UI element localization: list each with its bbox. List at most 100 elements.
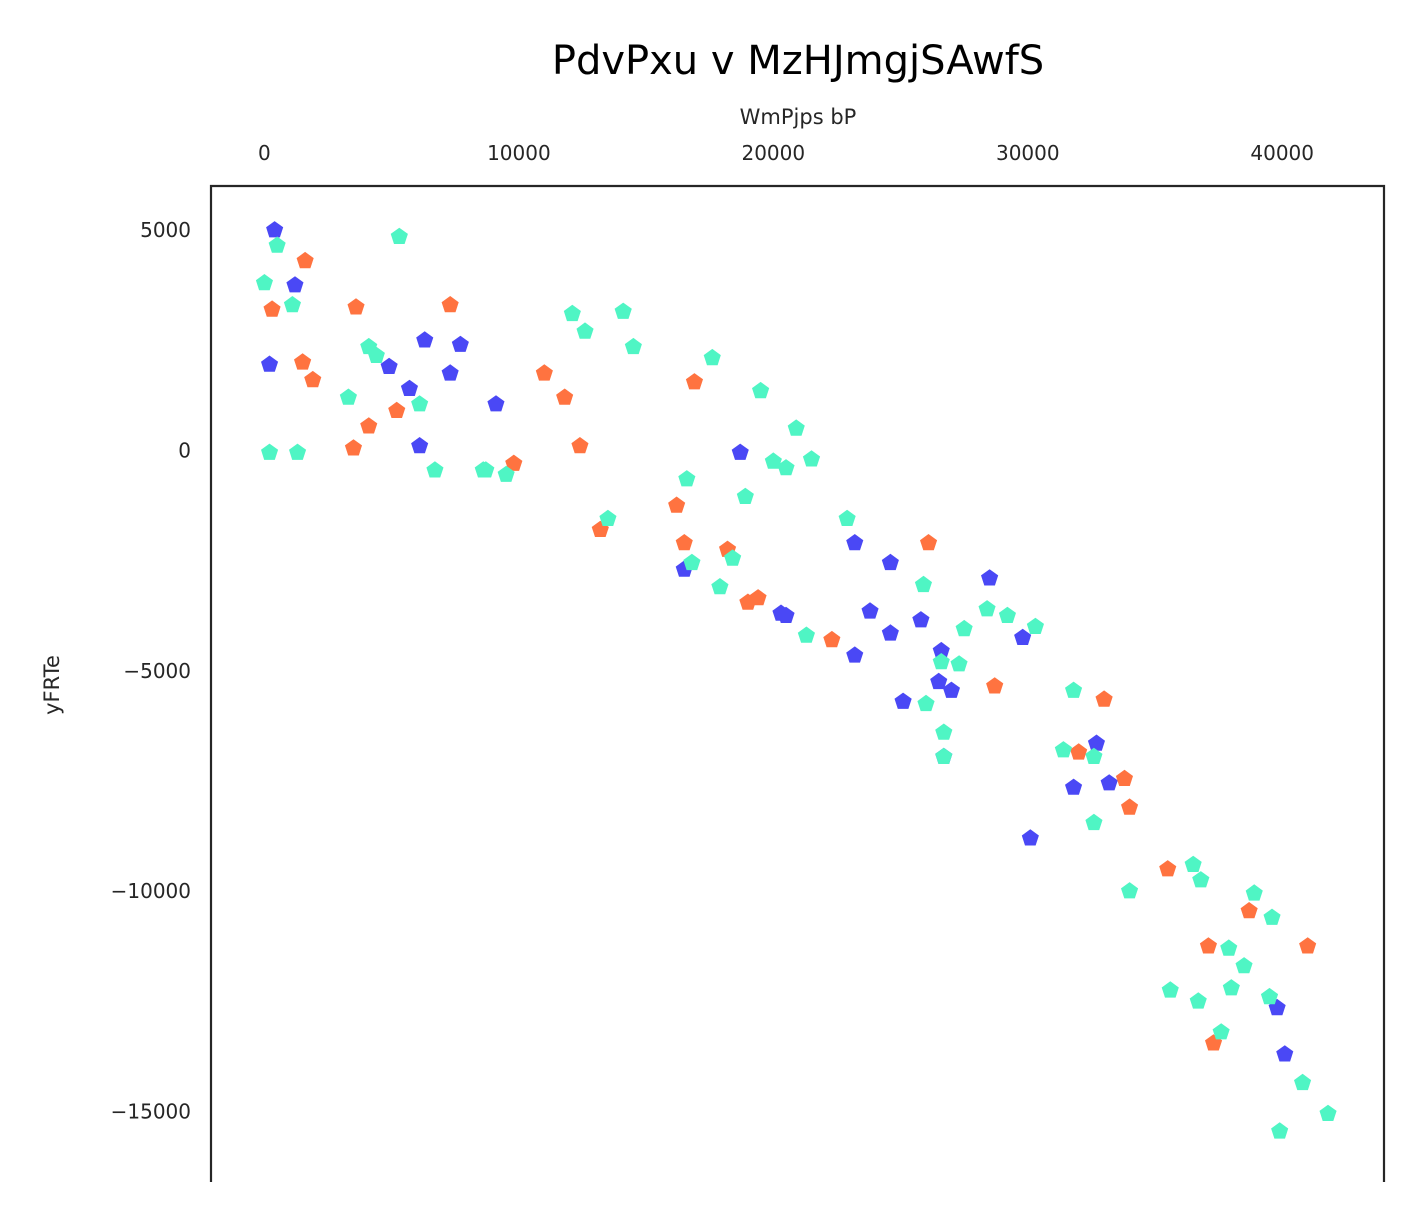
data-point (400, 379, 418, 396)
data-point (441, 296, 459, 313)
data-point (1299, 937, 1317, 954)
data-point (339, 388, 357, 405)
data-point (294, 353, 312, 370)
data-point (614, 302, 632, 319)
data-point (1245, 884, 1263, 901)
data-point (1095, 690, 1113, 707)
data-point (360, 417, 378, 434)
data-point (624, 337, 642, 355)
data-point (390, 227, 408, 244)
x-tick-label: 40000 (1250, 141, 1314, 165)
data-point (505, 454, 523, 471)
data-point (678, 470, 696, 487)
data-point (861, 602, 879, 619)
data-point (263, 300, 281, 317)
data-point (942, 681, 960, 698)
data-point (1212, 1023, 1230, 1040)
y-tick-label: −5000 (123, 659, 191, 683)
data-point (724, 549, 742, 566)
data-point (950, 655, 968, 672)
chart-title: PdvPxu v MzHJmgjSAwfS (552, 38, 1044, 84)
series-3 (255, 227, 1337, 1139)
data-point (752, 381, 770, 399)
y-tick-label: 5000 (140, 218, 191, 242)
data-point (255, 274, 273, 291)
data-point (1222, 979, 1240, 996)
data-point (1065, 681, 1083, 698)
data-point (787, 419, 805, 436)
data-point (711, 578, 729, 595)
data-point (736, 487, 754, 504)
data-point (914, 575, 932, 593)
data-point (912, 611, 930, 628)
data-point (261, 443, 279, 460)
data-point (497, 465, 515, 482)
data-point (935, 747, 953, 764)
data-point (261, 355, 279, 372)
series-2 (263, 251, 1317, 1051)
y-tick-label: 0 (178, 438, 191, 462)
data-point (380, 357, 398, 374)
data-point (955, 619, 973, 637)
data-point (347, 298, 365, 315)
data-point (777, 459, 795, 476)
data-point (920, 534, 938, 551)
data-point (1121, 798, 1139, 815)
x-tick-label: 10000 (487, 141, 551, 165)
x-axis-label: WmPjps bP (740, 105, 857, 129)
data-point (986, 677, 1004, 694)
plot-frame (209, 184, 1386, 1182)
data-point (846, 534, 864, 551)
data-point (703, 348, 721, 366)
x-tick-labels: 0 10000 20000 30000 40000 (258, 141, 1314, 165)
data-point (1159, 860, 1177, 877)
data-point (1161, 981, 1179, 998)
data-point (426, 461, 444, 478)
data-point (932, 641, 950, 659)
data-point (1199, 937, 1217, 954)
data-point (998, 606, 1016, 623)
data-point (978, 600, 996, 617)
data-point (675, 534, 693, 551)
data-point (1021, 829, 1039, 846)
data-point (881, 553, 899, 571)
data-point (1240, 902, 1258, 919)
data-point (981, 569, 999, 586)
data-point (1220, 939, 1238, 956)
data-point (764, 452, 782, 469)
data-point (802, 450, 821, 467)
data-point (1276, 1045, 1294, 1062)
data-point (283, 296, 301, 313)
data-point (935, 723, 953, 740)
y-tick-label: −10000 (111, 879, 191, 903)
data-point (411, 395, 429, 412)
data-point (823, 630, 841, 648)
data-point (749, 589, 767, 606)
data-point (1054, 741, 1072, 758)
data-point (1192, 871, 1210, 888)
data-point (599, 509, 617, 526)
data-point (477, 461, 495, 478)
data-point (797, 626, 815, 643)
data-point (451, 335, 469, 352)
data-point (563, 304, 581, 322)
data-point (416, 331, 434, 348)
data-point (1260, 987, 1279, 1005)
data-point (846, 646, 864, 663)
data-point (535, 364, 553, 381)
data-point (1115, 769, 1133, 786)
data-point (286, 276, 304, 293)
data-point (683, 553, 701, 571)
data-point (731, 443, 749, 460)
data-point (1294, 1073, 1312, 1091)
data-point (1184, 855, 1202, 872)
data-point (932, 653, 950, 670)
data-point (571, 437, 589, 454)
data-point (1121, 882, 1139, 899)
data-point (266, 221, 284, 238)
data-point (685, 373, 703, 390)
data-point (344, 439, 362, 456)
data-point (1263, 908, 1281, 925)
data-point (367, 346, 385, 363)
